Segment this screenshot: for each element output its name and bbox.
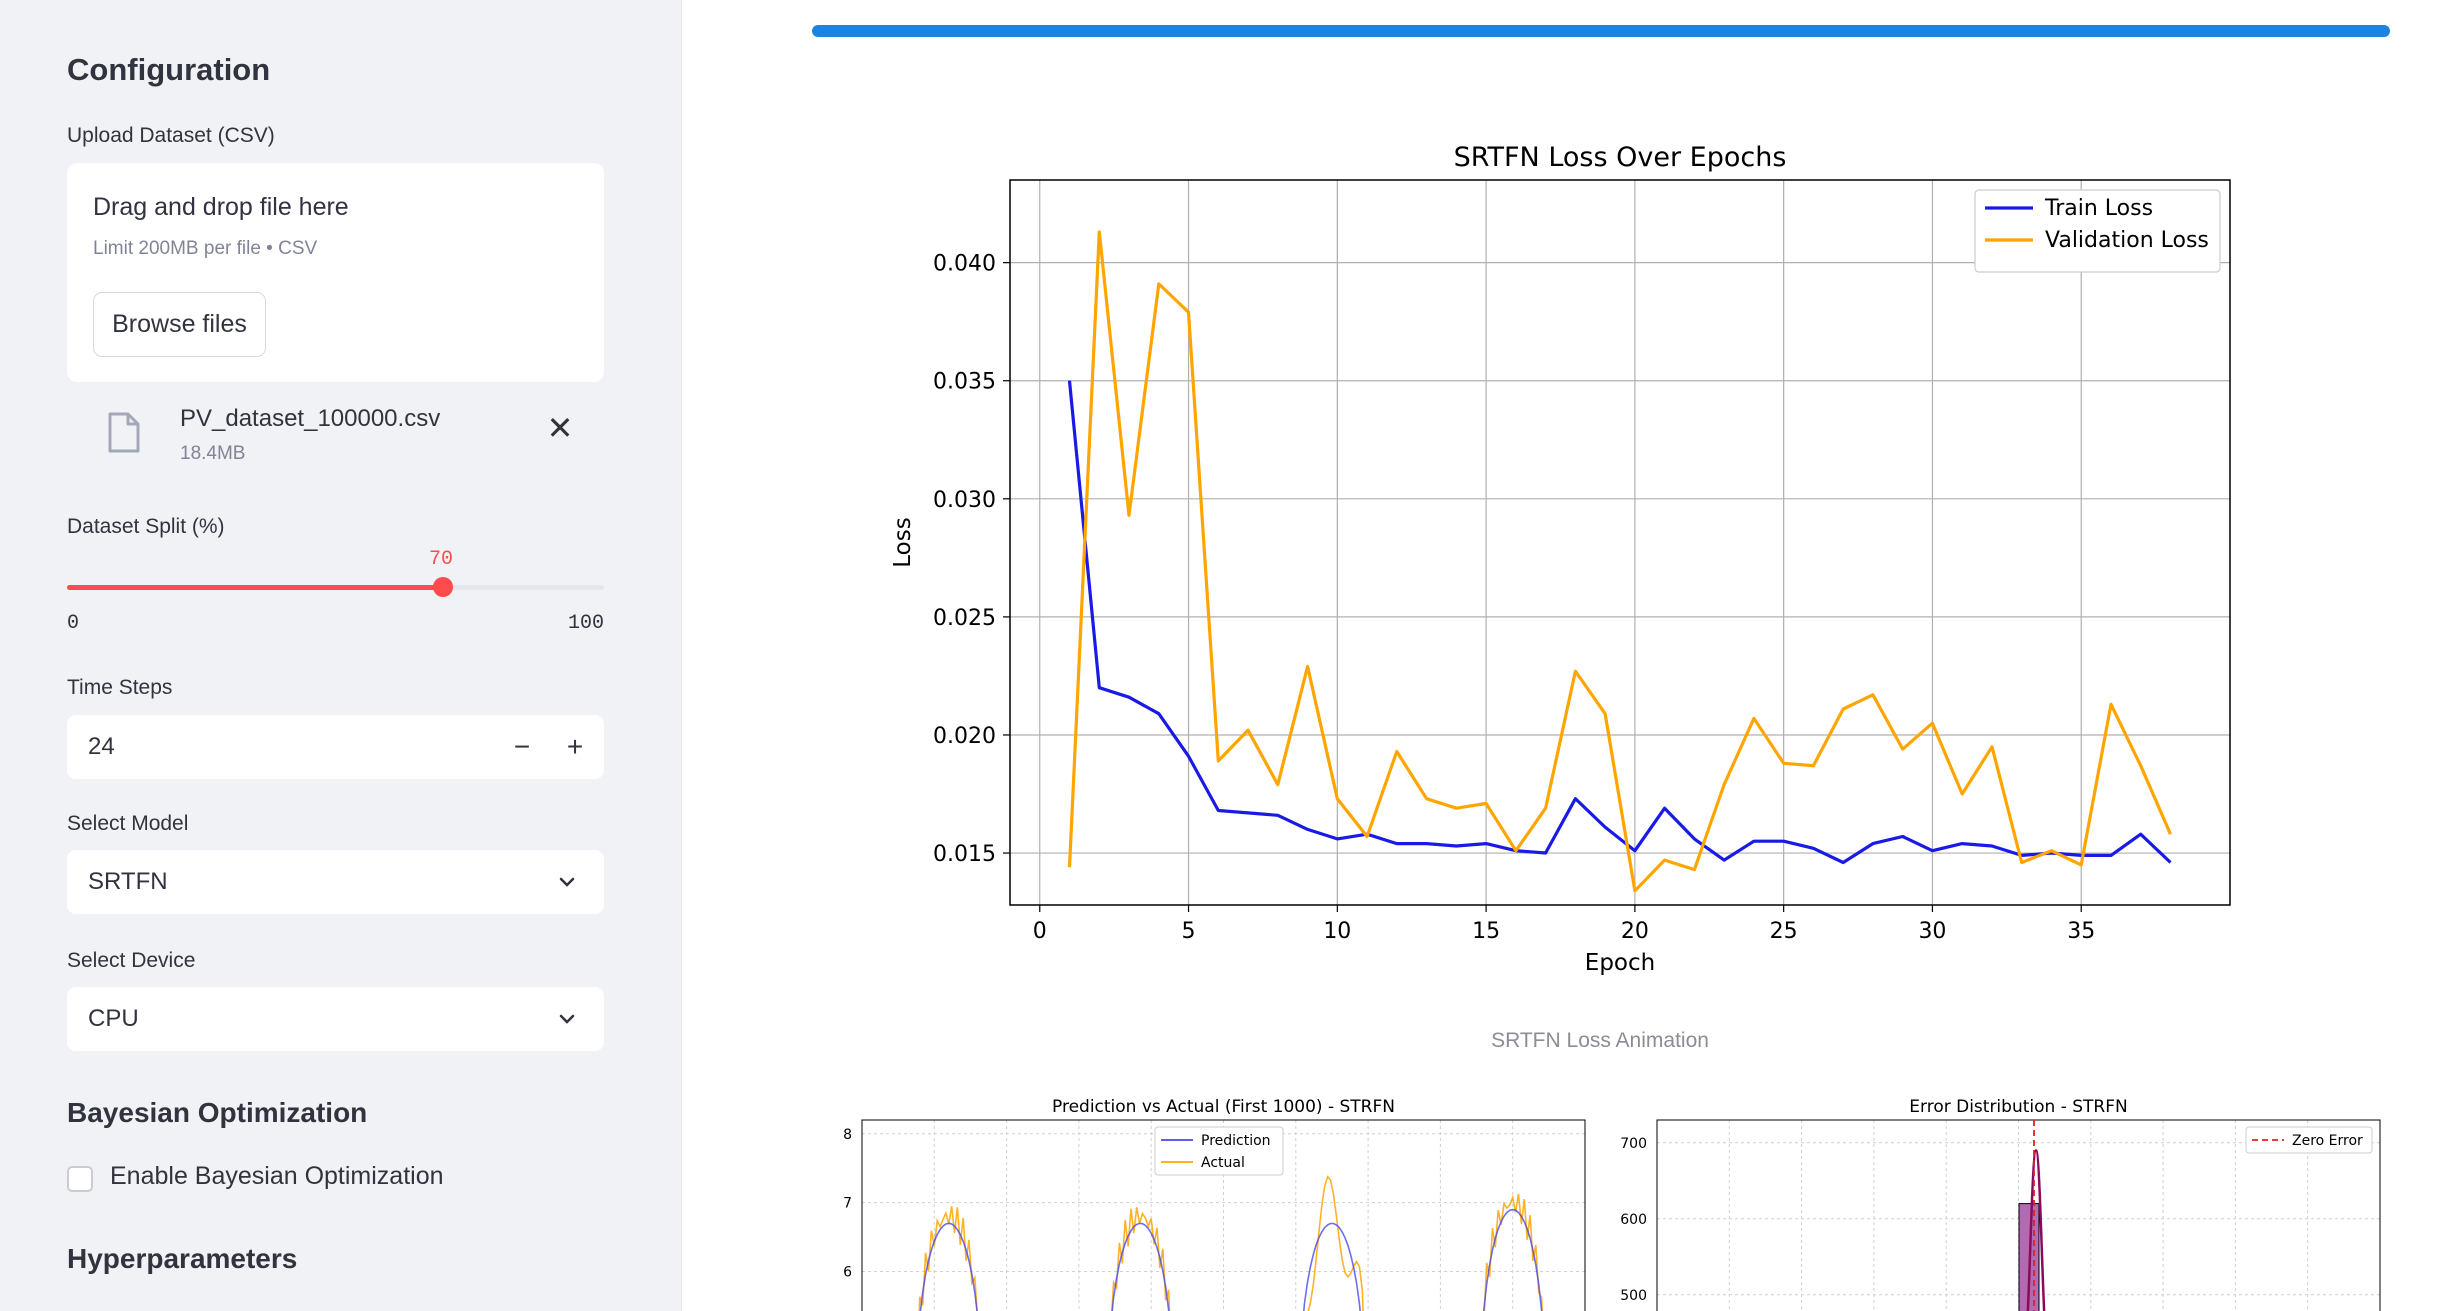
y-tick-label: 7 (843, 1196, 852, 1212)
y-tick-label: 700 (1620, 1136, 1647, 1152)
y-tick-label: 0.015 (933, 842, 996, 867)
browse-files-button[interactable]: Browse files (93, 292, 266, 357)
split-slider-min: 0 (67, 612, 80, 635)
x-tick-label: 20 (1621, 919, 1649, 944)
y-tick-label: 6 (843, 1265, 852, 1281)
dropzone-limit-text: Limit 200MB per file • CSV (93, 238, 318, 259)
y-tick-label: 0.040 (933, 252, 996, 277)
dropzone-text: Drag and drop file here (93, 193, 349, 221)
bayesian-checkbox[interactable] (67, 1166, 93, 1192)
x-tick-label: 0 (1033, 919, 1047, 944)
plot-frame (1009, 179, 2231, 906)
file-name: PV_dataset_100000.csv (180, 405, 441, 432)
file-dropzone[interactable]: Drag and drop file here Limit 200MB per … (67, 163, 604, 382)
legend-label: Validation Loss (2045, 228, 2209, 253)
y-tick-label: 0.025 (933, 606, 996, 631)
model-select-value: SRTFN (88, 868, 168, 895)
prediction-chart: 5678Prediction vs Actual (First 1000) - … (843, 1097, 1586, 1311)
legend-label: Train Loss (2044, 196, 2153, 221)
legend-label: Zero Error (2292, 1133, 2363, 1149)
legend-label: Actual (1201, 1155, 1245, 1171)
chart-title: SRTFN Loss Over Epochs (1454, 142, 1787, 173)
file-size: 18.4MB (180, 443, 246, 464)
model-select-label: Select Model (67, 812, 189, 835)
y-tick-label: 0.020 (933, 724, 996, 749)
device-select-value: CPU (88, 1005, 139, 1032)
y-tick-label: 500 (1620, 1288, 1647, 1304)
progress-bar (812, 25, 2390, 37)
loss-chart: 0 5 10 15 20 25 30 35 0.015 0.020 0.025 0.030 0.035 0… (890, 142, 2231, 976)
time-steps-value: 24 (88, 733, 115, 760)
device-select[interactable]: CPU (67, 987, 604, 1051)
bayesian-checkbox-label[interactable]: Enable Bayesian Optimization (110, 1162, 444, 1190)
legend-box (2245, 1126, 2373, 1154)
legend-box (1154, 1126, 1284, 1176)
hyperparameters-section-title: Hyperparameters (67, 1243, 298, 1274)
time-steps-input[interactable]: 24 − + (67, 715, 604, 779)
legend-box (1974, 189, 2221, 273)
x-tick-label: 35 (2067, 919, 2095, 944)
error-distribution-chart: 500 600 700 Error Distribution - STRFN Zero … (1620, 1097, 2381, 1311)
model-select[interactable]: SRTFN (67, 850, 604, 914)
increment-button[interactable]: + (566, 731, 584, 762)
x-tick-label: 15 (1472, 919, 1500, 944)
file-icon (108, 412, 140, 453)
y-tick-label: 0.030 (933, 488, 996, 513)
split-slider-thumb[interactable] (432, 577, 453, 597)
x-axis-label: Epoch (1585, 950, 1655, 976)
chevron-down-icon (559, 877, 575, 887)
split-slider-value: 70 (429, 548, 454, 571)
density-curve (2026, 1149, 2046, 1311)
chart-title: Error Distribution - STRFN (1909, 1097, 2127, 1117)
series-line-train-loss (1067, 380, 2172, 865)
chart-title: Prediction vs Actual (First 1000) - STRF… (1052, 1097, 1395, 1117)
x-tick-label: 25 (1770, 919, 1798, 944)
plot-frame (861, 1119, 1586, 1311)
chevron-down-icon (559, 1014, 575, 1024)
plot-frame (1656, 1119, 2381, 1311)
device-select-label: Select Device (67, 949, 196, 972)
x-tick-label: 30 (1918, 919, 1946, 944)
x-tick-label: 5 (1182, 919, 1196, 944)
sidebar: Configuration Upload Dataset (CSV) Drag … (0, 0, 682, 1311)
split-slider-track[interactable] (67, 577, 604, 597)
bayesian-section-title: Bayesian Optimization (67, 1097, 368, 1128)
uploaded-file: PV_dataset_100000.csv 18.4MB ✕ (67, 395, 604, 475)
y-tick-label: 0.035 (933, 370, 996, 395)
remove-file-close-icon[interactable]: ✕ (546, 410, 574, 446)
upload-label: Upload Dataset (CSV) (67, 124, 275, 147)
x-tick-label: 10 (1323, 919, 1351, 944)
series-line-validation-loss (1067, 230, 2172, 893)
y-tick-label: 8 (843, 1127, 852, 1143)
split-slider-max: 100 (567, 612, 604, 635)
sidebar-title: Configuration (67, 52, 271, 87)
y-axis-label: Loss (890, 517, 916, 567)
split-slider-fill (67, 585, 443, 590)
legend-label: Prediction (1201, 1133, 1271, 1149)
decrement-button[interactable]: − (513, 731, 531, 762)
chart-caption: SRTFN Loss Animation (1491, 1029, 1709, 1052)
y-tick-label: 600 (1620, 1212, 1647, 1228)
split-label: Dataset Split (%) (67, 515, 225, 538)
time-steps-label: Time Steps (67, 676, 173, 699)
